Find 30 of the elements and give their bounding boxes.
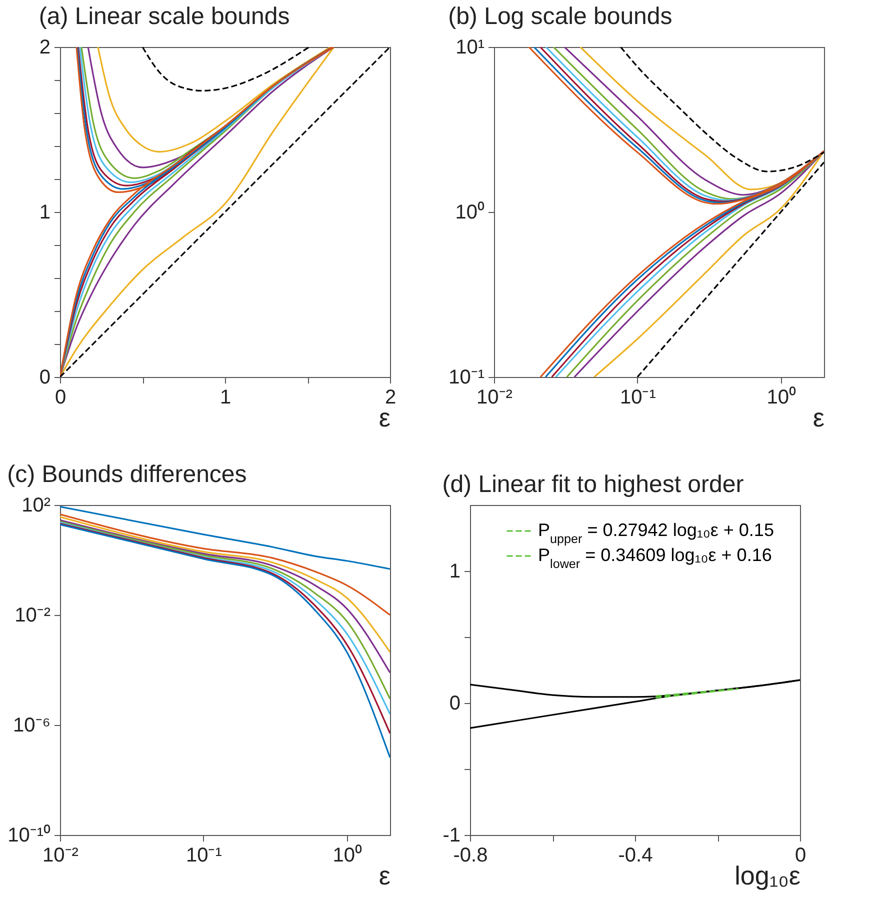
- x-tick-label: 10⁰: [332, 844, 362, 866]
- y-tick-label: 1: [449, 560, 460, 582]
- x-tick-label: 10⁰: [766, 386, 796, 408]
- legend-label: P$_{lower}$ = 0.34609 log₁₀ε + 0.16: [538, 545, 772, 571]
- y-tick-label: 10⁰: [455, 200, 484, 224]
- legend-label: P$_{upper}$ = 0.27942 log₁₀ε + 0.15: [538, 520, 774, 546]
- y-tick-label: 2: [39, 36, 50, 58]
- chart-title: (c) Bounds differences: [7, 461, 247, 488]
- chart-title: (d) Linear fit to highest order: [442, 471, 744, 498]
- y-tick-label: -1: [442, 824, 460, 846]
- y-tick-label: 0: [39, 366, 50, 388]
- y-tick-label: 10⁻⁶: [13, 714, 50, 736]
- x-tick-label: -0.8: [453, 844, 488, 866]
- y-tick-label: 1: [39, 202, 50, 224]
- x-tick-label: 1: [220, 386, 232, 408]
- y-tick-label: 10²: [22, 494, 51, 516]
- x-axis-title: ε: [812, 402, 825, 432]
- y-tick-label: 10⁻²: [14, 604, 51, 626]
- x-tick-label: 0: [54, 386, 66, 408]
- y-tick-label: 0: [449, 692, 460, 714]
- x-axis-title: ε: [378, 860, 391, 890]
- chart-title: (b) Log scale bounds: [448, 3, 672, 30]
- y-tick-label: 10⁻¹⁰: [8, 824, 50, 846]
- x-tick-label: 10⁻¹: [186, 844, 222, 866]
- x-tick-label: -0.4: [618, 844, 653, 866]
- y-tick-label: 10¹: [456, 36, 485, 58]
- x-tick-label: 10⁻¹: [620, 386, 656, 408]
- chart-title: (a) Linear scale bounds: [38, 3, 290, 30]
- y-tick-label: 10⁻¹: [448, 366, 485, 388]
- x-tick-label: 10⁻²: [476, 386, 513, 408]
